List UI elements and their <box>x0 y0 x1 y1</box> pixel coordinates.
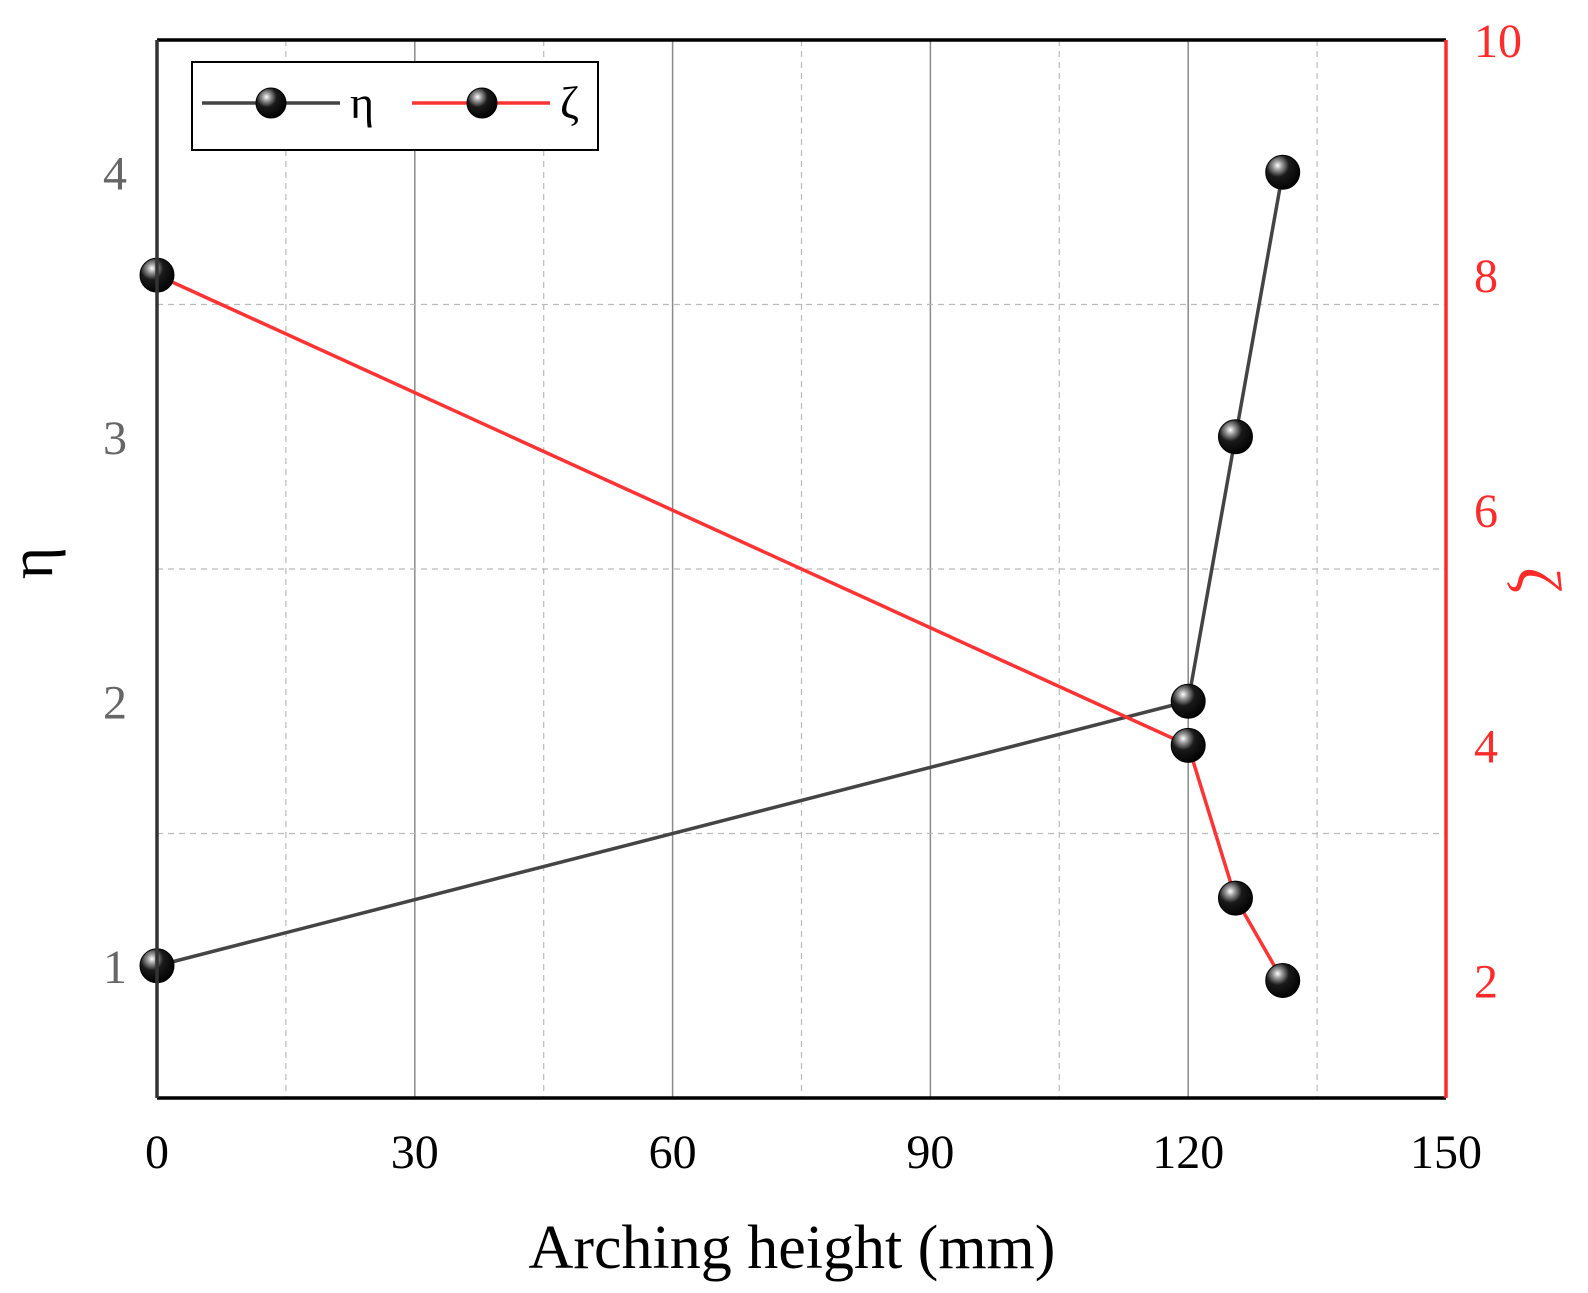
legend-box <box>191 61 599 151</box>
y-tick-label: 3 <box>103 412 127 465</box>
x-tick-label: 90 <box>906 1126 954 1179</box>
y2-tick-label: 8 <box>1474 250 1498 303</box>
data-point-eta <box>1170 683 1206 719</box>
x-axis-title: Arching height (mm) <box>529 1214 1056 1282</box>
legend-marker-eta <box>255 87 287 119</box>
data-point-eta <box>1217 419 1253 455</box>
legend-marker-zeta <box>466 87 498 119</box>
y-tick-label: 1 <box>103 941 127 994</box>
x-tick-label: 60 <box>649 1126 697 1179</box>
data-point-zeta <box>1217 880 1253 916</box>
data-point-zeta <box>1170 727 1206 763</box>
legend-label-zeta: ζ <box>560 77 579 128</box>
x-tick-label: 120 <box>1152 1126 1224 1179</box>
x-tick-label: 150 <box>1410 1126 1482 1179</box>
series-lines <box>156 171 1285 982</box>
series-line-eta <box>156 171 1285 968</box>
legend: η ζ <box>191 61 599 151</box>
y2-tick-label: 2 <box>1474 955 1498 1008</box>
y-tick-label: 2 <box>103 676 127 729</box>
y2-axis-title: ζ <box>1504 567 1572 593</box>
x-tick-label: 0 <box>145 1126 169 1179</box>
series-markers <box>139 154 1301 998</box>
data-point-zeta <box>1265 962 1301 998</box>
legend-label-eta: η <box>350 77 374 128</box>
series-line-zeta <box>156 273 1285 982</box>
data-point-eta <box>1265 154 1301 190</box>
y2-tick-label: 10 <box>1474 15 1522 68</box>
y2-tick-label: 4 <box>1474 720 1498 773</box>
y-axis-title: η <box>0 547 66 579</box>
y2-tick-label: 6 <box>1474 485 1498 538</box>
tick-labels: 0 30 60 90 120 150 1 2 3 4 2 4 6 8 10 <box>103 15 1522 1179</box>
axes <box>155 38 1448 1100</box>
y-tick-label: 4 <box>103 147 127 200</box>
x-tick-label: 30 <box>391 1126 439 1179</box>
